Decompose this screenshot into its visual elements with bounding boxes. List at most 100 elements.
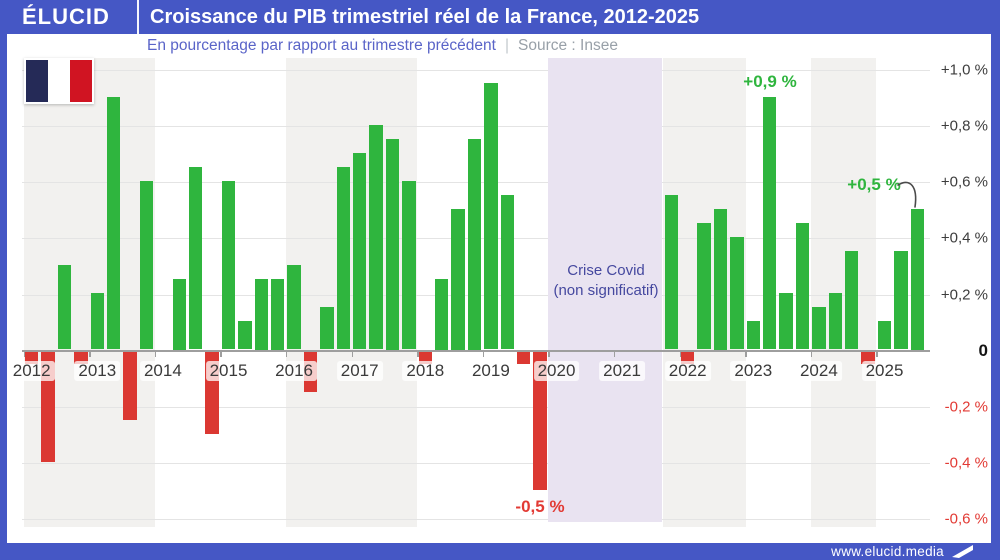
year-tick bbox=[23, 351, 25, 357]
bar-2017-T1 bbox=[353, 152, 367, 350]
bar-2025-T1 bbox=[877, 321, 892, 350]
year-tick bbox=[613, 351, 616, 357]
y-axis-label: +0,2 % bbox=[940, 286, 988, 303]
y-axis-label: +0,6 % bbox=[940, 173, 988, 191]
gridline bbox=[22, 125, 930, 127]
year-tick bbox=[351, 351, 353, 357]
subtitle-text: En pourcentage par rapport au trimestre … bbox=[147, 37, 496, 54]
bar-2019-T1 bbox=[484, 82, 498, 350]
x-axis-label-2012: 2012 bbox=[8, 361, 55, 381]
x-axis-line bbox=[22, 349, 930, 352]
footer-url: www.elucid.media bbox=[831, 544, 944, 559]
y-axis-label: +0,8 % bbox=[940, 117, 988, 135]
covid-label-line1: Crise Covid bbox=[567, 262, 645, 279]
annotation-drop-2019: -0,5 % bbox=[515, 497, 565, 516]
y-axis-label: -0,2 % bbox=[944, 398, 988, 416]
background-stripe bbox=[810, 58, 877, 527]
bar-2015-T3 bbox=[254, 279, 268, 350]
bar-2013-T4 bbox=[139, 180, 154, 350]
bar-2019-T3 bbox=[517, 352, 531, 364]
x-axis-label-2013: 2013 bbox=[74, 361, 121, 381]
year-tick bbox=[745, 351, 747, 357]
x-axis-label-2014: 2014 bbox=[139, 361, 186, 381]
header-divider bbox=[137, 0, 139, 34]
bar-2023-T2 bbox=[763, 96, 777, 350]
flag-red-stripe bbox=[70, 60, 92, 102]
gridline bbox=[22, 406, 930, 408]
bar-2012-T3 bbox=[57, 265, 72, 350]
x-axis-label-2022: 2022 bbox=[664, 361, 711, 381]
covid-region-label: Crise Covid (non significatif) bbox=[548, 261, 664, 301]
year-tick bbox=[417, 351, 419, 357]
x-axis-label-2020: 2020 bbox=[533, 361, 580, 381]
y-axis-label: 0 bbox=[978, 340, 988, 360]
bar-2023-T1 bbox=[746, 321, 760, 350]
page-title: Croissance du PIB trimestriel réel de la… bbox=[150, 5, 700, 28]
year-tick bbox=[679, 351, 681, 357]
bar-2024-T2 bbox=[828, 293, 842, 350]
covid-label-line2: (non significatif) bbox=[553, 282, 659, 299]
year-tick bbox=[285, 351, 288, 357]
bar-2013-T2 bbox=[107, 96, 121, 350]
frame-border-right bbox=[991, 34, 1000, 543]
annotation-pointer-curve bbox=[897, 181, 917, 208]
footer-bar: www.elucid.media bbox=[0, 543, 1000, 560]
frame-border-left bbox=[0, 34, 7, 543]
bar-2019-T4 bbox=[533, 352, 547, 490]
y-axis-label: -0,4 % bbox=[944, 454, 988, 472]
chart-subtitle: En pourcentage par rapport au trimestre … bbox=[147, 34, 618, 58]
bar-2018-T1 bbox=[418, 352, 432, 364]
source-text: Source : Insee bbox=[518, 37, 618, 54]
bar-2016-T1 bbox=[287, 265, 301, 350]
bar-2022-T1 bbox=[681, 352, 695, 364]
y-axis-label: -0,6 % bbox=[944, 510, 988, 528]
bar-2022-T3 bbox=[713, 209, 728, 350]
bar-2015-T2 bbox=[238, 321, 252, 350]
bar-2024-T1 bbox=[812, 307, 826, 350]
x-axis-label-2015: 2015 bbox=[205, 361, 252, 381]
bar-2014-T3 bbox=[189, 166, 203, 350]
gridline bbox=[22, 69, 930, 71]
year-tick bbox=[220, 351, 222, 357]
annotation-peak-2023: +0,9 % bbox=[743, 72, 797, 91]
bar-2022-T2 bbox=[697, 223, 711, 350]
bar-2014-T2 bbox=[172, 279, 186, 350]
bar-2012-T1 bbox=[25, 352, 39, 364]
gridline bbox=[22, 519, 930, 521]
bar-2024-T3 bbox=[845, 251, 859, 350]
france-flag bbox=[24, 58, 94, 104]
year-tick bbox=[810, 351, 813, 357]
bar-2021-T4 bbox=[664, 194, 678, 350]
y-axis-label: +1,0 % bbox=[940, 61, 988, 79]
elucid-logo: ÉLUCID bbox=[22, 4, 110, 29]
bar-2013-T3 bbox=[123, 352, 137, 420]
subtitle-separator: | bbox=[504, 37, 509, 54]
bar-2016-T3 bbox=[320, 307, 334, 350]
elucid-arrow-logo bbox=[952, 545, 973, 558]
bar-2018-T4 bbox=[467, 138, 482, 350]
bar-2013-T1 bbox=[90, 293, 104, 350]
bar-2016-T4 bbox=[336, 166, 350, 350]
year-tick bbox=[876, 351, 878, 357]
x-axis-label-2024: 2024 bbox=[795, 361, 842, 381]
x-axis-label-2018: 2018 bbox=[402, 361, 449, 381]
x-axis-label-2016: 2016 bbox=[271, 361, 318, 381]
bar-2025-T3 bbox=[910, 209, 924, 350]
bar-2018-T2 bbox=[435, 279, 449, 350]
bar-2012-T4 bbox=[74, 352, 88, 364]
x-axis-label-2025: 2025 bbox=[861, 361, 908, 381]
x-axis-label-2017: 2017 bbox=[336, 361, 383, 381]
bar-2018-T3 bbox=[451, 209, 465, 350]
flag-white-stripe bbox=[48, 60, 70, 102]
year-tick bbox=[154, 351, 157, 357]
covid-masked-band bbox=[548, 58, 663, 522]
y-axis-label: +0,4 % bbox=[940, 229, 988, 247]
header-bar: ÉLUCID Croissance du PIB trimestriel rée… bbox=[0, 0, 1000, 34]
bar-2023-T4 bbox=[795, 223, 810, 350]
year-tick bbox=[89, 351, 91, 357]
bar-2015-T4 bbox=[271, 279, 285, 350]
x-axis-label-2023: 2023 bbox=[730, 361, 777, 381]
bar-2017-T4 bbox=[402, 180, 416, 350]
bar-2024-T4 bbox=[861, 352, 875, 364]
